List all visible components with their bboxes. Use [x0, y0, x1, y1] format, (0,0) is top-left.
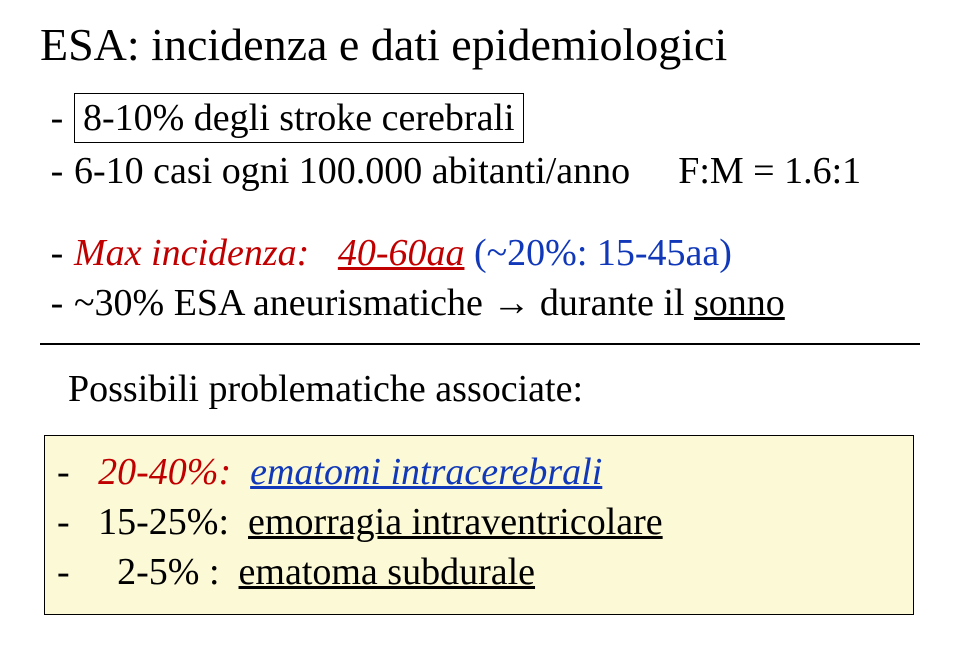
- associated-title: Possibili problematiche associate:: [68, 367, 920, 411]
- bb-row-1: - 20-40%: ematomi intracerebrali: [57, 450, 901, 494]
- bullet-row-3: - Max incidenza: 40-60aa (~20%: 15-45aa): [40, 231, 920, 275]
- bb-row-3: - 2-5% : ematoma subdurale: [57, 550, 901, 594]
- divider: [40, 343, 920, 345]
- bullet-row-4: - ~30% ESA aneurismatiche → durante il s…: [40, 281, 920, 325]
- line2-right: F:M = 1.6:1: [678, 149, 861, 193]
- line3-prefix: Max incidenza:: [74, 232, 309, 274]
- bullet-row-1: - 8-10% degli stroke cerebrali: [40, 93, 920, 143]
- line4-c: sonno: [694, 282, 785, 324]
- line4-b: durante il: [540, 282, 694, 324]
- line3-tail: (~20%: 15-45aa): [474, 232, 732, 274]
- bullet-row-2: - 6-10 casi ogni 100.000 abitanti/anno F…: [40, 149, 920, 193]
- boxed-text-1: 8-10% degli stroke cerebrali: [74, 93, 524, 143]
- bb3-txt: ematoma subdurale: [239, 551, 536, 593]
- line3: Max incidenza: 40-60aa (~20%: 15-45aa): [74, 231, 732, 275]
- line4-a: ~30% ESA aneurismatiche: [74, 282, 492, 324]
- bb3-pct: 2-5% :: [117, 551, 219, 593]
- bb2-pct: 15-25%:: [98, 501, 229, 543]
- arrow-icon: →: [492, 282, 530, 324]
- dash-icon: -: [40, 96, 74, 140]
- line4: ~30% ESA aneurismatiche → durante il son…: [74, 281, 785, 325]
- bottom-box: - 20-40%: ematomi intracerebrali - 15-25…: [44, 435, 914, 615]
- slide: ESA: incidenza e dati epidemiologici - 8…: [0, 0, 960, 666]
- line3-age: 40-60aa: [338, 232, 465, 274]
- bb1-txt: ematomi intracerebrali: [250, 451, 602, 493]
- dash-icon: -: [40, 281, 74, 325]
- dash-icon: -: [40, 149, 74, 193]
- line2-left: 6-10 casi ogni 100.000 abitanti/anno: [74, 149, 630, 193]
- bb2-txt: emorragia intraventricolare: [248, 501, 663, 543]
- dash-icon: -: [40, 231, 74, 275]
- slide-title: ESA: incidenza e dati epidemiologici: [40, 18, 920, 71]
- bb1-pct: 20-40%:: [98, 451, 231, 493]
- bb-row-2: - 15-25%: emorragia intraventricolare: [57, 500, 901, 544]
